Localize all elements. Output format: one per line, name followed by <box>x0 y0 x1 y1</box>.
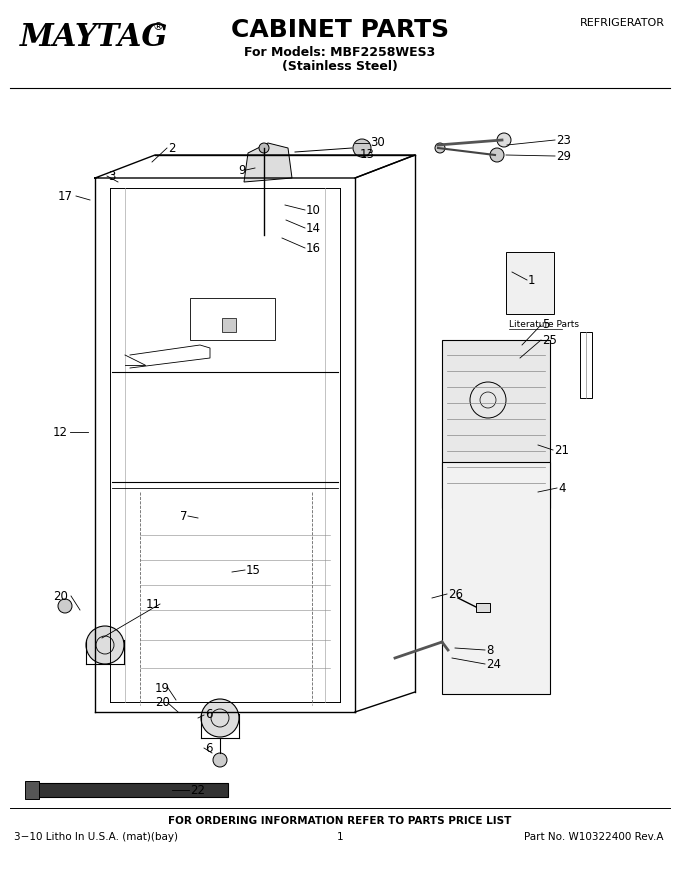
Bar <box>190 298 275 340</box>
Text: 3: 3 <box>108 170 116 182</box>
Circle shape <box>490 148 504 162</box>
Text: REFRIGERATOR: REFRIGERATOR <box>580 18 665 28</box>
Text: 1: 1 <box>528 274 536 287</box>
Text: 21: 21 <box>554 444 569 457</box>
Text: 30: 30 <box>370 136 385 150</box>
Text: 13: 13 <box>360 149 375 162</box>
Text: 26: 26 <box>448 588 463 600</box>
Text: 29: 29 <box>556 150 571 163</box>
Text: 10: 10 <box>306 203 321 216</box>
Bar <box>476 603 490 612</box>
Text: For Models: MBF2258WES3: For Models: MBF2258WES3 <box>244 46 436 59</box>
Text: 9: 9 <box>238 164 245 177</box>
Text: 7: 7 <box>180 510 188 523</box>
Text: CABINET PARTS: CABINET PARTS <box>231 18 449 42</box>
Text: 6: 6 <box>205 708 212 722</box>
Text: 1: 1 <box>337 832 343 842</box>
Circle shape <box>435 143 445 153</box>
Bar <box>222 318 236 332</box>
Text: MAYTAG: MAYTAG <box>20 22 169 53</box>
Text: Part No. W10322400 Rev.A: Part No. W10322400 Rev.A <box>524 832 664 842</box>
Text: 15: 15 <box>246 563 261 576</box>
Circle shape <box>201 699 239 737</box>
Text: 17: 17 <box>58 189 73 202</box>
Text: 25: 25 <box>542 334 557 347</box>
Text: ®: ® <box>152 22 163 32</box>
Text: 23: 23 <box>556 134 571 146</box>
Circle shape <box>353 139 371 157</box>
Circle shape <box>497 133 511 147</box>
Bar <box>506 252 554 314</box>
Text: Literature Parts: Literature Parts <box>509 320 579 329</box>
Text: 12: 12 <box>53 426 68 438</box>
Text: (Stainless Steel): (Stainless Steel) <box>282 60 398 73</box>
Text: 5: 5 <box>542 319 549 332</box>
Circle shape <box>86 626 124 664</box>
Text: 16: 16 <box>306 241 321 254</box>
Polygon shape <box>244 143 292 182</box>
Text: 11: 11 <box>146 598 161 611</box>
Text: 8: 8 <box>486 643 494 656</box>
Text: 24: 24 <box>486 657 501 671</box>
Bar <box>25 781 39 799</box>
Text: 6: 6 <box>205 742 212 754</box>
Bar <box>28 783 228 797</box>
Text: 22: 22 <box>190 783 205 796</box>
Bar <box>442 462 550 694</box>
Circle shape <box>213 753 227 767</box>
Text: FOR ORDERING INFORMATION REFER TO PARTS PRICE LIST: FOR ORDERING INFORMATION REFER TO PARTS … <box>169 816 511 826</box>
Text: 3−10 Litho In U.S.A. (mat)(bay): 3−10 Litho In U.S.A. (mat)(bay) <box>14 832 178 842</box>
Circle shape <box>259 143 269 153</box>
Text: 19: 19 <box>155 681 170 694</box>
Bar <box>442 340 550 508</box>
Circle shape <box>58 599 72 613</box>
Text: 20: 20 <box>53 590 68 603</box>
Text: 20: 20 <box>155 696 170 709</box>
Text: 2: 2 <box>168 142 175 155</box>
Text: 14: 14 <box>306 222 321 234</box>
Text: 4: 4 <box>558 481 566 495</box>
